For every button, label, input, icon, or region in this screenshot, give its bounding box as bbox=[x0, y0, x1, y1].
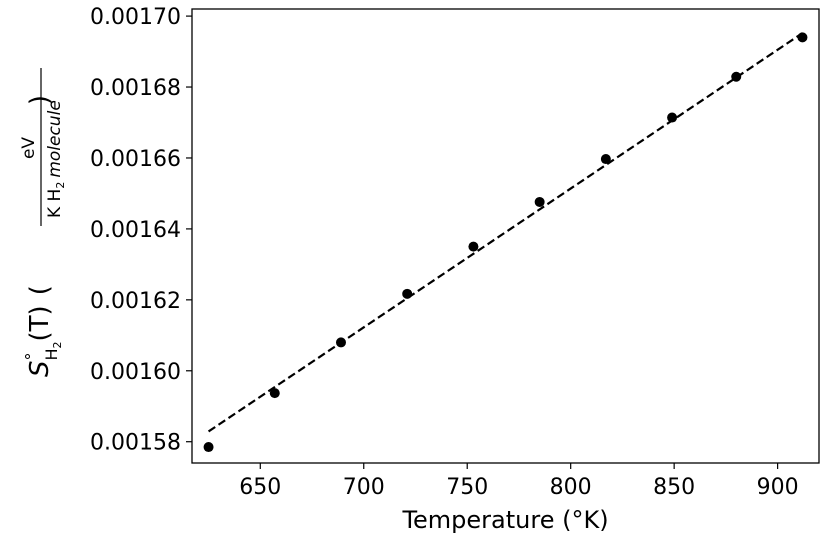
svg-text:K H2molecule: K H2 molecule bbox=[45, 100, 67, 218]
data-point bbox=[402, 288, 413, 299]
data-point bbox=[335, 337, 346, 348]
y-tick-label: 0.00164 bbox=[90, 218, 181, 243]
x-tick-label: 750 bbox=[446, 475, 488, 500]
x-tick-label: 800 bbox=[550, 475, 592, 500]
svg-text:S°H2(T)(): S°H2(T)() bbox=[22, 95, 64, 377]
series-layer bbox=[203, 32, 808, 453]
y-tick-label: 0.00160 bbox=[90, 360, 181, 385]
x-tick-label: 650 bbox=[239, 475, 281, 500]
data-point bbox=[667, 112, 678, 123]
data-point bbox=[534, 196, 545, 207]
ylabel-unit-numerator: eV bbox=[19, 137, 39, 159]
x-axis-label: Temperature (°K) bbox=[401, 506, 608, 534]
ylabel-unit-denominator-tail: molecule bbox=[45, 100, 65, 177]
data-point bbox=[468, 241, 479, 252]
x-tick-label: 900 bbox=[757, 475, 799, 500]
x-tick-label: 700 bbox=[343, 475, 385, 500]
ylabel-subscript: H bbox=[42, 348, 61, 360]
data-point bbox=[797, 32, 808, 43]
ylabel-unit-denominator-index: 2 bbox=[54, 182, 67, 189]
x-axis-ticks: 650 700 750 800 850 900 bbox=[239, 463, 799, 500]
x-tick-label: 850 bbox=[653, 475, 695, 500]
plot-area bbox=[191, 8, 820, 464]
ylabel-unit-denominator: K H bbox=[45, 189, 65, 218]
data-point bbox=[269, 388, 280, 399]
ylabel-superscript: ° bbox=[22, 353, 41, 361]
y-axis-ticks: 0.00170 0.00168 0.00166 0.00164 0.00162 0.001… bbox=[90, 5, 192, 456]
y-tick-label: 0.00162 bbox=[90, 289, 181, 314]
data-point bbox=[600, 154, 611, 165]
ylabel-symbol: S bbox=[25, 361, 55, 378]
data-point bbox=[731, 71, 742, 82]
ylabel-subscript-index: 2 bbox=[51, 341, 64, 348]
y-axis-label: S°H2(T)() eV K H2molecule bbox=[19, 68, 67, 377]
ylabel-argument: (T) bbox=[25, 305, 55, 341]
y-tick-label: 0.00158 bbox=[90, 431, 181, 456]
y-tick-label: 0.00166 bbox=[90, 147, 181, 172]
fit-line bbox=[207, 32, 804, 433]
y-tick-label: 0.00170 bbox=[90, 5, 181, 30]
y-tick-label: 0.00168 bbox=[90, 76, 181, 101]
data-point bbox=[203, 442, 214, 453]
